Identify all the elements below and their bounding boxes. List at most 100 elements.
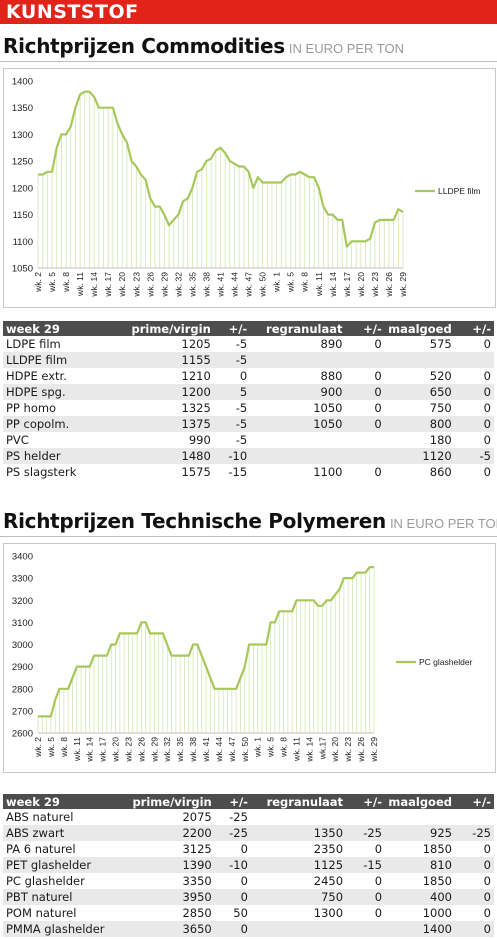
heading-divider: [0, 536, 497, 537]
table-cell: -5: [479, 449, 491, 463]
y-tick-label: 1350: [12, 103, 33, 114]
table-cell: [385, 352, 455, 368]
table-header-cell: week 29: [6, 794, 60, 809]
x-tick-label: wk. 29: [398, 272, 408, 298]
x-tick-label: wk. 32: [173, 272, 183, 298]
table-cell: 0: [483, 906, 491, 920]
table-cell: ABS naturel: [6, 810, 74, 824]
table-cell: -15: [228, 465, 248, 479]
x-tick-label: wk. 29: [159, 272, 169, 298]
table-cell: POM naturel: [6, 906, 77, 920]
table-header-cell: +/-: [472, 794, 491, 809]
table-cell: PBT naturel: [6, 890, 73, 904]
table-cell: 0: [483, 890, 491, 904]
x-tick-label: wk. 17: [103, 272, 113, 298]
table-cell: -25: [363, 826, 383, 840]
y-tick-label: 3100: [12, 618, 33, 629]
table-row: HDPE extr. 1210 0 880 0 520 0: [3, 368, 494, 384]
x-tick-label: wk. 23: [131, 272, 141, 298]
x-tick-label: wk. 47: [227, 737, 237, 763]
x-tick-label: wk. 41: [216, 272, 226, 298]
table-cell: -15: [363, 858, 383, 872]
x-tick-label: wk. 17: [342, 272, 352, 298]
technical-price-table: week 29 prime/virgin +/- regranulaat +/- maal…: [3, 794, 494, 937]
x-tick-label: wk. 11: [75, 272, 85, 297]
table-cell: 925: [430, 826, 452, 840]
x-tick-label: wk. 5: [266, 737, 276, 758]
x-tick-label: wk. 50: [258, 272, 268, 298]
y-tick-label: 1200: [12, 183, 33, 194]
x-tick-label: wk. 23: [370, 272, 380, 298]
table-cell: [251, 921, 346, 937]
table-cell: 5: [239, 385, 248, 399]
table-cell: PMMA glashelder: [6, 922, 105, 936]
table-cell: 0: [374, 385, 382, 399]
table-cell: 1050: [313, 401, 343, 415]
x-tick-label: wk. 23: [343, 737, 353, 763]
y-tick-label: 3000: [12, 640, 33, 651]
x-tick-label: wk. 14: [89, 272, 99, 298]
table-cell: 880: [320, 369, 343, 383]
table-cell: 2350: [313, 842, 344, 856]
x-tick-label: wk. 1: [253, 737, 263, 758]
x-tick-label: wk. 5: [46, 737, 56, 758]
y-tick-label: 2600: [12, 729, 33, 740]
table-cell: 1575: [181, 465, 211, 479]
x-tick-label: wk. 5: [286, 272, 296, 293]
table-row: LDPE film 1205 -5 890 0 575 0: [3, 336, 494, 352]
x-tick-label: wk. 11: [314, 272, 324, 297]
table-cell: LDPE film: [6, 337, 61, 351]
table-cell: 900: [320, 385, 343, 399]
y-tick-label: 1300: [12, 130, 33, 141]
x-tick-label: wk. 23: [124, 737, 134, 763]
x-tick-label: wk. 29: [369, 737, 379, 763]
table-header-cell: maalgoed: [388, 794, 452, 809]
table-cell: 0: [483, 417, 491, 431]
table-cell: 1125: [313, 858, 344, 872]
commodities-heading: Richtprijzen Commodities IN EURO PER TON: [3, 34, 404, 58]
table-row: ABS zwart 2200 -25 1350 -25 925 -25: [3, 825, 494, 841]
x-tick-label: wk.17: [317, 737, 327, 760]
table-cell: 520: [429, 369, 452, 383]
series-line: [38, 90, 404, 248]
table-header-cell: +/-: [472, 321, 491, 336]
x-tick-label: wk. 8: [300, 272, 310, 293]
table-cell: -25: [229, 826, 248, 840]
y-tick-label: 1050: [12, 264, 33, 275]
table-cell: 1050: [313, 417, 343, 431]
y-tick-label: 1150: [13, 210, 33, 221]
table-cell: 1100: [313, 465, 343, 479]
table-cell: 1210: [181, 369, 211, 383]
table-cell: [250, 432, 345, 448]
technical-chart-svg: 2600 2700 2800 2900 3000 3100 3200 3300 3400 wk. …: [12, 552, 473, 763]
table-cell: PS helder: [6, 449, 61, 463]
x-tick-label: wk. 8: [279, 737, 289, 758]
table-cell: [346, 448, 385, 464]
x-tick-label: wk. 35: [175, 737, 185, 763]
table-cell: 0: [483, 337, 491, 351]
table-cell: 1000: [422, 906, 452, 920]
table-cell: ABS zwart: [6, 826, 65, 840]
table-cell: 2450: [313, 874, 344, 888]
y-tick-label: 3200: [12, 596, 33, 607]
technical-chart: 2600 2700 2800 2900 3000 3100 3200 3300 3400 wk. …: [3, 543, 496, 773]
table-cell: 650: [429, 385, 452, 399]
table-cell: 800: [429, 417, 452, 431]
table-cell: 890: [320, 337, 343, 351]
table-cell: [455, 352, 494, 368]
commodities-title: Richtprijzen Commodities: [3, 34, 285, 58]
table-row: PET glashelder 1390 -10 1125 -15 810 0: [3, 857, 494, 873]
table-header-cell: regranulaat: [266, 794, 344, 809]
table-cell: 860: [429, 465, 452, 479]
y-tick-label: 1400: [12, 77, 33, 88]
table-cell: 0: [374, 890, 383, 904]
table-cell: 3950: [182, 890, 212, 904]
table-cell: -5: [235, 401, 248, 415]
x-tick-label: wk. 26: [356, 737, 366, 763]
table-row: PBT naturel 3950 0 750 0 400 0: [3, 889, 494, 905]
heading-divider: [0, 61, 497, 62]
table-cell: PA 6 naturel: [6, 842, 76, 856]
technical-heading: Richtprijzen Technische Polymeren IN EURO…: [3, 509, 497, 533]
x-tick-label: wk. 26: [384, 272, 394, 298]
table-header-row: week 29 prime/virgin +/- regranulaat +/- maal…: [3, 321, 494, 336]
